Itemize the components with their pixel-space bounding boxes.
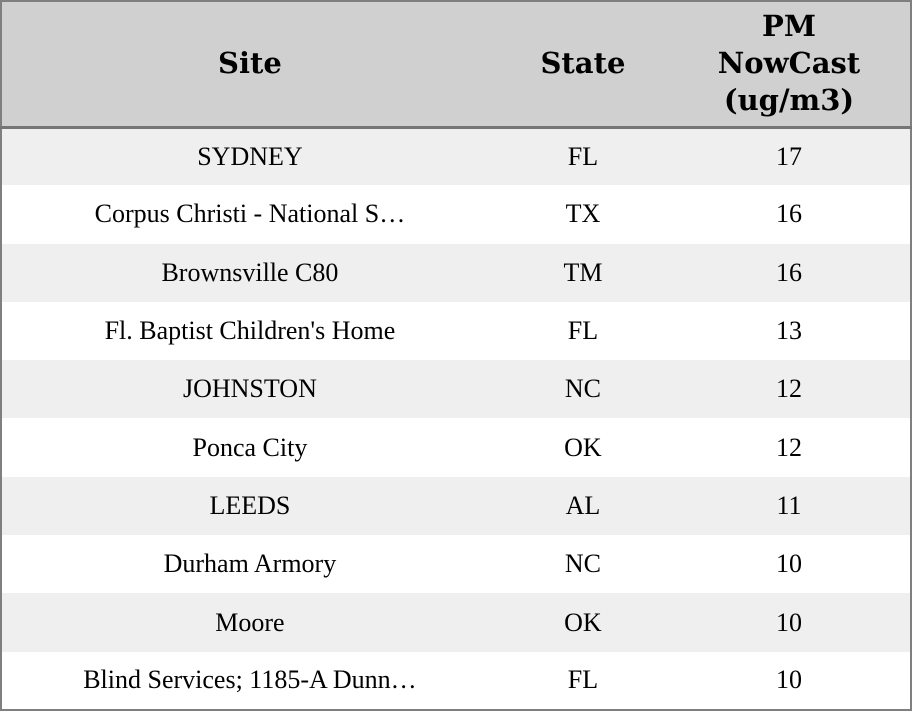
table-row: Durham Armory NC 10: [1, 535, 911, 594]
table-row: Moore OK 10: [1, 593, 911, 652]
pm-value-cell: 12: [776, 432, 802, 462]
state-cell: NC: [564, 374, 601, 404]
pm-value-cell: 10: [776, 607, 802, 637]
state-cell: TX: [565, 199, 601, 229]
pm-value-cell: 10: [776, 665, 802, 695]
site-cell: Ponca City: [192, 432, 308, 462]
state-cell: OK: [564, 607, 602, 637]
header-row: Site State PM NowCast (ug/m3): [1, 1, 911, 129]
col-header-state: State: [497, 1, 669, 129]
pm-value-cell: 16: [776, 199, 802, 229]
site-cell: LEEDS: [209, 490, 291, 520]
state-cell: NC: [564, 549, 601, 579]
pm-value-cell: 16: [776, 257, 802, 287]
table-body: SYDNEY FL 17 Corpus Christi - National S…: [1, 127, 911, 710]
site-cell: Durham Armory: [163, 549, 337, 579]
table-row: Ponca City OK 12: [1, 418, 911, 477]
table-row: SYDNEY FL 17: [1, 127, 911, 186]
table-row: Blind Services; 1185-A Dunn… FL 10: [1, 651, 911, 710]
table-header: Site State PM NowCast (ug/m3): [1, 1, 911, 129]
pm-value-cell: 13: [776, 316, 802, 346]
site-cell: SYDNEY: [197, 141, 303, 171]
state-cell: FL: [567, 316, 599, 346]
site-cell: JOHNSTON: [182, 374, 317, 404]
pm-value-cell: 10: [776, 549, 802, 579]
site-cell: Brownsville C80: [161, 257, 339, 287]
site-cell: Corpus Christi - National S…: [94, 199, 406, 229]
site-cell: Fl. Baptist Children's Home: [104, 316, 396, 346]
col-header-site: Site: [1, 1, 498, 129]
pm-value-cell: 17: [776, 141, 802, 171]
site-cell: Moore: [215, 607, 285, 637]
table-row: Brownsville C80 TM 16: [1, 243, 911, 302]
pm-value-cell: 12: [776, 374, 802, 404]
state-cell: OK: [564, 432, 602, 462]
site-cell: Blind Services; 1185-A Dunn…: [83, 665, 417, 695]
state-cell: FL: [567, 141, 599, 171]
table-row: Corpus Christi - National S… TX 16: [1, 185, 911, 244]
state-cell: TM: [563, 257, 603, 287]
col-header-pm-nowcast: PM NowCast (ug/m3): [668, 1, 911, 129]
pm-value-cell: 11: [776, 490, 802, 520]
table-row: JOHNSTON NC 12: [1, 360, 911, 419]
state-cell: AL: [565, 490, 601, 520]
state-cell: FL: [567, 665, 599, 695]
table-row: LEEDS AL 11: [1, 476, 911, 536]
table-row: Fl. Baptist Children's Home FL 13: [1, 301, 911, 361]
